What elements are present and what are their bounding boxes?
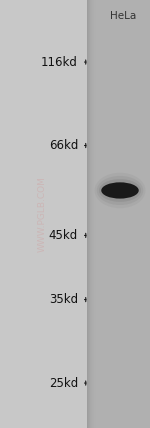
Text: 35kd: 35kd xyxy=(49,293,78,306)
FancyBboxPatch shape xyxy=(87,0,88,428)
Ellipse shape xyxy=(97,176,143,205)
FancyBboxPatch shape xyxy=(89,0,90,428)
FancyBboxPatch shape xyxy=(88,0,89,428)
Text: WWW.PGLB.COM: WWW.PGLB.COM xyxy=(38,176,46,252)
Ellipse shape xyxy=(101,182,139,199)
FancyBboxPatch shape xyxy=(91,0,92,428)
Text: HeLa: HeLa xyxy=(110,11,136,21)
Text: 45kd: 45kd xyxy=(49,229,78,242)
Text: 116kd: 116kd xyxy=(41,56,78,68)
Ellipse shape xyxy=(99,179,141,202)
Ellipse shape xyxy=(94,172,146,208)
Text: 66kd: 66kd xyxy=(49,139,78,152)
FancyBboxPatch shape xyxy=(87,0,150,428)
Text: 25kd: 25kd xyxy=(49,377,78,389)
FancyBboxPatch shape xyxy=(90,0,91,428)
